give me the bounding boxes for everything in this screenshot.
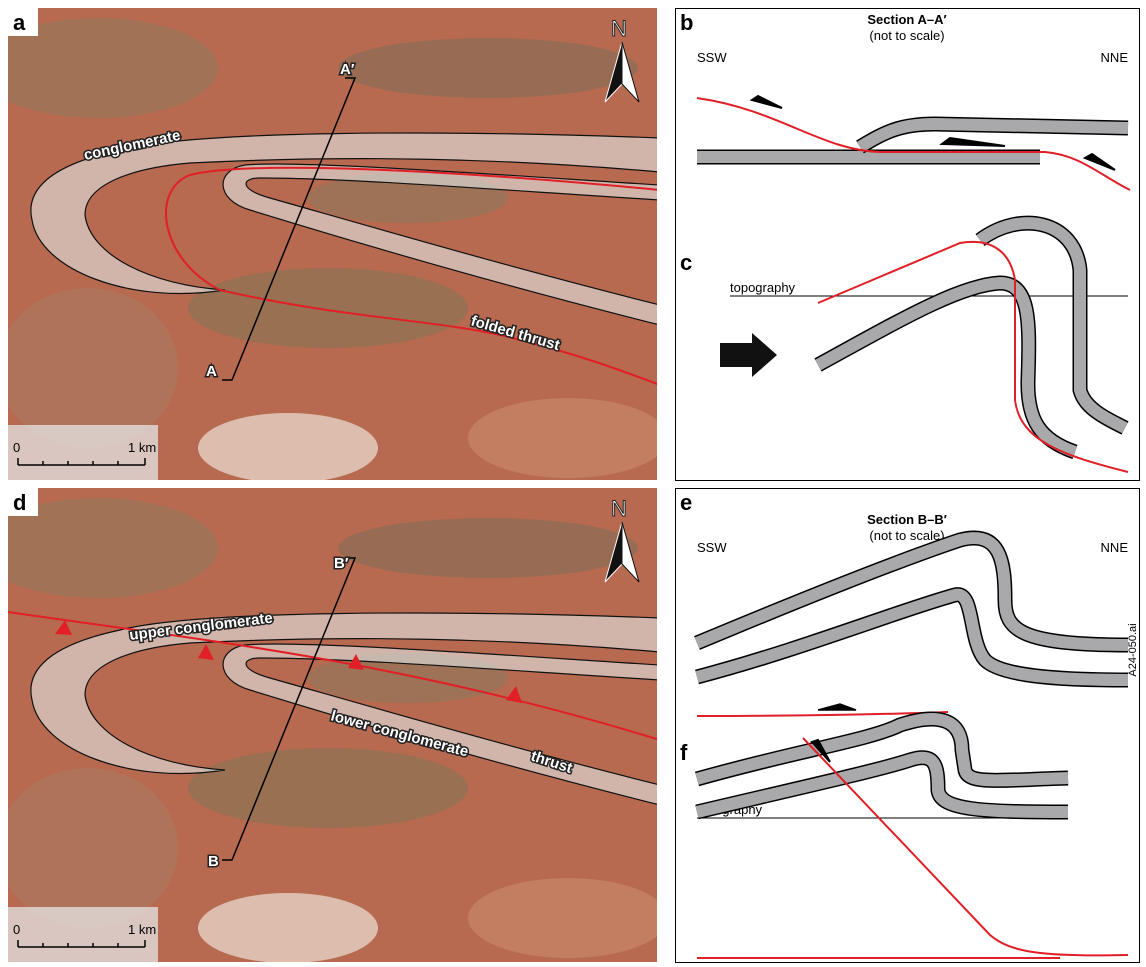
page: Folded thrust figure {"panel_a": {"label…: [0, 0, 1146, 967]
scale-zero: 0: [13, 922, 20, 937]
section-start: B: [208, 853, 219, 870]
map-d: B′ B upper conglomerate lower conglomera…: [0, 488, 668, 967]
north-label: N: [611, 16, 627, 41]
left-direction: SSW: [697, 50, 727, 65]
panel-label: b: [680, 10, 693, 35]
right-direction: NNE: [1101, 50, 1129, 65]
panel-label: e: [680, 490, 692, 515]
map-a: A′ A conglomerate folded thrust 0 1 km N…: [0, 8, 668, 488]
section-end: A′: [340, 61, 355, 78]
section-title: Section A–A′: [867, 12, 946, 27]
figure: A′ A conglomerate folded thrust 0 1 km N…: [0, 0, 1146, 967]
section-start: A: [206, 363, 217, 380]
body: A′ A conglomerate folded thrust 0 1 km N…: [0, 0, 1146, 967]
panel-label: f: [680, 740, 688, 765]
scale-zero: 0: [13, 440, 20, 455]
left-direction: SSW: [697, 540, 727, 555]
section-end: B′: [334, 555, 349, 572]
section-title: Section B–B′: [867, 512, 947, 527]
scale-end: 1 km: [128, 922, 156, 937]
section-subtitle: (not to scale): [869, 28, 944, 43]
panel-label: a: [13, 10, 26, 35]
section-subtitle: (not to scale): [869, 528, 944, 543]
scale-end: 1 km: [128, 440, 156, 455]
file-id: A24-050.ai: [1127, 623, 1139, 676]
surface-label: topography: [730, 280, 796, 295]
north-label: N: [611, 496, 627, 521]
panel-label: d: [13, 490, 26, 515]
right-direction: NNE: [1101, 540, 1129, 555]
panel-label: c: [680, 250, 692, 275]
